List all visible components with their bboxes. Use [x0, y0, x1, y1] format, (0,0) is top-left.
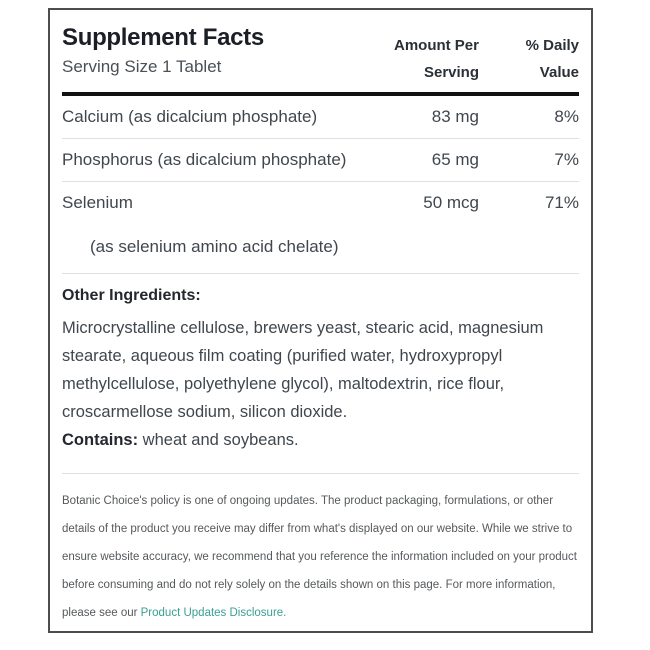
amount-header-line1: Amount Per: [393, 37, 479, 54]
nutrient-daily-value: 8%: [554, 107, 579, 126]
supplement-facts-panel: Supplement Facts Serving Size 1 Tablet A…: [48, 8, 593, 633]
other-ingredients-heading: Other Ingredients:: [62, 287, 201, 304]
row-divider: [62, 138, 579, 139]
panel-header: Supplement Facts Serving Size 1 Tablet A…: [62, 10, 579, 86]
dv-header-line1: % Daily: [525, 37, 579, 54]
row-divider: [62, 181, 579, 182]
nutrient-row-selenium: Selenium 50 mcg 71%: [62, 182, 579, 224]
amount-per-serving-column-header: Amount Per Serving: [369, 23, 479, 86]
daily-value-column-header: % Daily Value: [479, 23, 579, 86]
header-thick-divider: [62, 92, 579, 96]
serving-size: Serving Size 1 Tablet: [62, 57, 222, 76]
nutrient-name: Phosphorus (as dicalcium phosphate): [62, 150, 347, 169]
nutrient-amount: 83 mg: [431, 107, 479, 126]
panel-header-left: Supplement Facts Serving Size 1 Tablet: [62, 23, 369, 78]
nutrient-row-phosphorus: Phosphorus (as dicalcium phosphate) 65 m…: [62, 139, 579, 181]
disclaimer-divider: [62, 473, 579, 474]
dv-header-line2: Value: [539, 64, 579, 81]
nutrient-name: Calcium (as dicalcium phosphate): [62, 107, 318, 126]
nutrient-row-calcium: Calcium (as dicalcium phosphate) 83 mg 8…: [62, 96, 579, 138]
contains-text: wheat and soybeans.: [138, 431, 299, 449]
other-ingredients-text: Microcrystalline cellulose, brewers yeas…: [62, 319, 544, 421]
nutrient-amount: 50 mcg: [423, 193, 479, 212]
panel-title: Supplement Facts: [62, 24, 264, 51]
nutrient-amount: 65 mg: [431, 150, 479, 169]
policy-disclaimer: Botanic Choice's policy is one of ongoin…: [62, 474, 579, 627]
selenium-source-note: (as selenium amino acid chelate): [90, 237, 339, 256]
contains-label: Contains:: [62, 431, 139, 449]
nutrient-daily-value: 71%: [544, 193, 579, 212]
contains-line: Contains: wheat and soybeans.: [62, 426, 579, 454]
section-divider: [62, 273, 579, 274]
amount-header-line2: Serving: [423, 64, 479, 81]
nutrient-daily-value: 7%: [554, 150, 579, 169]
product-updates-disclosure-link[interactable]: Product Updates Disclosure.: [140, 607, 287, 619]
nutrient-name: Selenium: [62, 193, 133, 212]
disclaimer-text: Botanic Choice's policy is one of ongoin…: [62, 495, 578, 619]
